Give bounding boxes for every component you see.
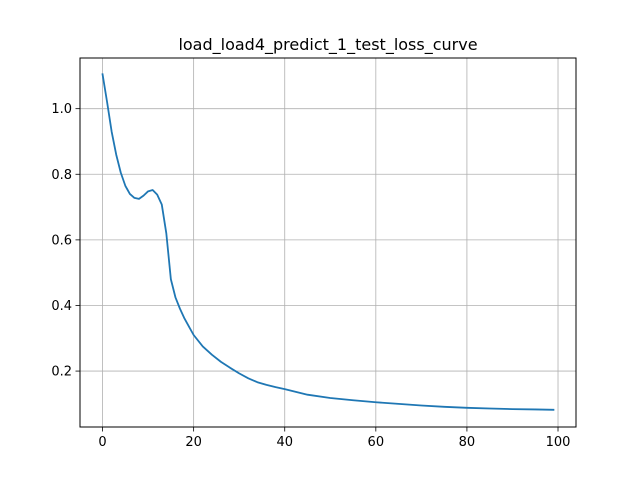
y-tick-label: 1.0 xyxy=(51,102,72,117)
x-tick-label: 40 xyxy=(276,435,293,450)
grid xyxy=(80,58,576,427)
x-tick-label: 80 xyxy=(459,435,476,450)
chart-title: load_load4_predict_1_test_loss_curve xyxy=(178,35,477,55)
plot-frame xyxy=(79,57,577,428)
x-tick-label: 0 xyxy=(98,435,106,450)
y-tick-label: 0.2 xyxy=(51,365,72,380)
x-tick-label: 20 xyxy=(185,435,202,450)
series-layer xyxy=(101,73,555,411)
x-tick-label: 100 xyxy=(546,435,571,450)
y-tick-label: 0.6 xyxy=(51,233,72,248)
x-tick-label: 60 xyxy=(368,435,385,450)
y-tick-label: 0.8 xyxy=(51,168,72,183)
ticks: 0 20 40 60 80 100 0.2 0.4 0.6 0.8 1.0 xyxy=(51,102,570,450)
loss-series-line xyxy=(101,73,555,411)
y-tick-label: 0.4 xyxy=(51,299,72,314)
